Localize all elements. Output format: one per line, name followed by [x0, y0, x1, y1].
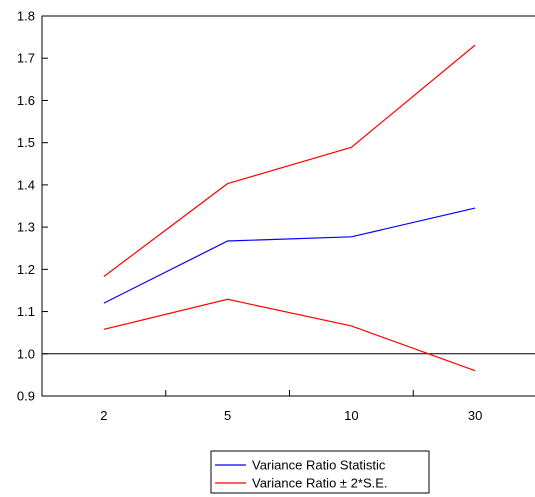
x-tick-label-1: 5 [224, 408, 231, 423]
x-axis: 2 5 10 30 [100, 390, 482, 423]
x-tick-label-0: 2 [100, 408, 107, 423]
legend: Variance Ratio Statistic Variance Ratio … [210, 450, 430, 494]
legend-box [210, 450, 430, 494]
x-tick-label-3: 30 [468, 408, 482, 423]
y-tick-label-4: 1.3 [17, 220, 35, 235]
y-tick-label-8: 1.7 [17, 51, 35, 66]
y-tick-label-5: 1.4 [17, 177, 35, 192]
series-layer [103, 44, 476, 372]
y-tick-label-0: 0.9 [17, 389, 35, 404]
plot-frame [41, 15, 535, 397]
y-tick-label-2: 1.1 [17, 304, 35, 319]
x-tick-label-2: 10 [344, 408, 358, 423]
legend-label-bands: Variance Ratio ± 2*S.E. [252, 476, 388, 491]
y-tick-label-3: 1.2 [17, 262, 35, 277]
legend-label-statistic: Variance Ratio Statistic [252, 458, 386, 473]
y-axis: 0.9 1.0 1.1 1.2 1.3 1.4 1.5 1.6 1.7 1.8 [17, 9, 48, 404]
y-tick-label-9: 1.8 [17, 9, 35, 24]
y-tick-label-7: 1.6 [17, 93, 35, 108]
series-line-statistic [103, 207, 476, 304]
series-line-upper-band [103, 44, 476, 277]
series-line-lower-band [103, 298, 476, 372]
y-tick-label-1: 1.0 [17, 346, 35, 361]
y-tick-label-6: 1.5 [17, 135, 35, 150]
